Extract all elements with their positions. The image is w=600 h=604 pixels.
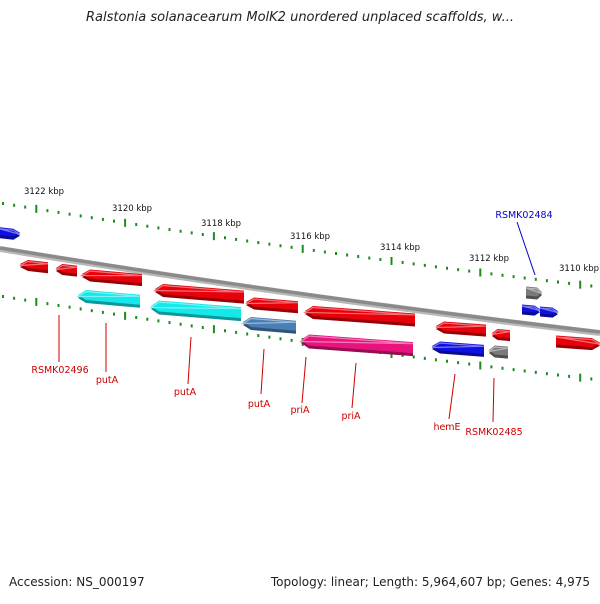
gene-blue-forward (0, 227, 21, 240)
gene-highlight (55, 264, 78, 271)
gene-red-forward (555, 335, 600, 351)
genes (0, 227, 600, 359)
gene-blue-forward (521, 304, 541, 316)
gene-highlight (245, 298, 299, 305)
gene-highlight (491, 329, 511, 336)
gene-body (78, 290, 140, 305)
gene-label: RSMK02485 (465, 427, 522, 438)
label-leader (516, 221, 536, 276)
accession-text: Accession: NS_000197 (9, 575, 145, 589)
topology-summary: Topology: linear; Length: 5,964,607 bp; … (270, 575, 590, 589)
gene-highlight (555, 336, 600, 345)
gene-label: RSMK02484 (495, 210, 552, 221)
gene-highlight (488, 346, 509, 353)
label-leader (260, 348, 265, 395)
scale-label: 3116 kbp (290, 232, 330, 242)
scale-label: 3120 kbp (112, 204, 152, 214)
gene-steelblue-reverse (240, 317, 297, 334)
gene-highlight (75, 290, 141, 298)
gene-blue-forward (539, 306, 559, 318)
gene-highlight (521, 305, 541, 312)
gene-label: putA (96, 375, 119, 386)
gene-body (436, 321, 486, 334)
backbone (0, 246, 600, 336)
scale-labels: 3122 kbp 3120 kbp 3118 kbp 3116 kbp 3114 kbp… (24, 187, 599, 274)
label-leader (301, 356, 307, 404)
gene-body (305, 306, 415, 324)
backbone-line (0, 246, 600, 334)
gene-red-reverse (79, 269, 143, 287)
gene-cyan-reverse (149, 300, 242, 322)
map-title: Ralstonia solanacearum MolK2 unordered u… (85, 10, 514, 25)
scale-label: 3114 kbp (380, 243, 420, 253)
gene-label: priA (341, 411, 361, 422)
gene-label: hemE (433, 422, 460, 433)
scale-ticks-outer (2, 201, 593, 289)
gene-highlight (79, 270, 143, 277)
gene-body (246, 297, 298, 311)
gene-red-reverse (245, 297, 299, 314)
gene-highlight (539, 307, 559, 314)
gene-highlight (152, 284, 245, 293)
gene-body (432, 341, 484, 354)
gene-highlight (149, 301, 242, 310)
gene-red-reverse (302, 306, 416, 327)
label-leader (351, 362, 357, 409)
gene-gray-forward (525, 286, 543, 300)
gene-red-reverse (491, 329, 511, 342)
label-leader (187, 336, 192, 385)
gene-cyan-reverse (75, 290, 141, 308)
gene-highlight (302, 306, 416, 316)
gene-body (82, 269, 142, 284)
gene-body (155, 284, 244, 301)
gene-highlight (435, 322, 487, 329)
gene-red-reverse (19, 260, 49, 274)
gene-red-reverse (435, 321, 487, 337)
gene-label: putA (174, 387, 197, 398)
scale-label: 3112 kbp (469, 254, 509, 264)
gene-labels: RSMK02496 putA putA putA priA priA hemE RSMK024… (31, 210, 552, 438)
label-leader (492, 377, 495, 423)
gene-magenta-reverse (299, 334, 414, 357)
gene-red-reverse (152, 284, 245, 304)
gene-label: RSMK02496 (31, 365, 88, 376)
gene-highlight (0, 228, 21, 235)
scale-label: 3122 kbp (24, 187, 64, 197)
gene-body (151, 300, 241, 319)
gene-label: priA (290, 405, 310, 416)
gene-body (301, 334, 413, 354)
gene-body (243, 317, 296, 331)
gene-label: putA (248, 399, 271, 410)
scale-label: 3118 kbp (201, 219, 241, 229)
gene-highlight (19, 260, 49, 267)
gene-highlight (525, 287, 543, 295)
gene-highlight (299, 335, 414, 345)
gene-highlight (431, 342, 485, 349)
gene-blue-reverse (431, 341, 485, 357)
gene-gray-reverse (488, 345, 509, 359)
gene-red-reverse (55, 264, 78, 277)
gene-highlight (240, 317, 297, 325)
scale-label: 3110 kbp (559, 264, 599, 274)
label-leader (448, 373, 456, 420)
